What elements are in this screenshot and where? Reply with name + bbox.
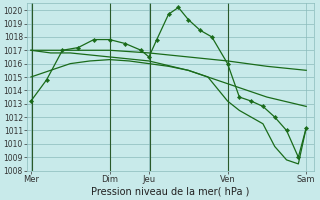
X-axis label: Pression niveau de la mer( hPa ): Pression niveau de la mer( hPa )	[91, 187, 250, 197]
